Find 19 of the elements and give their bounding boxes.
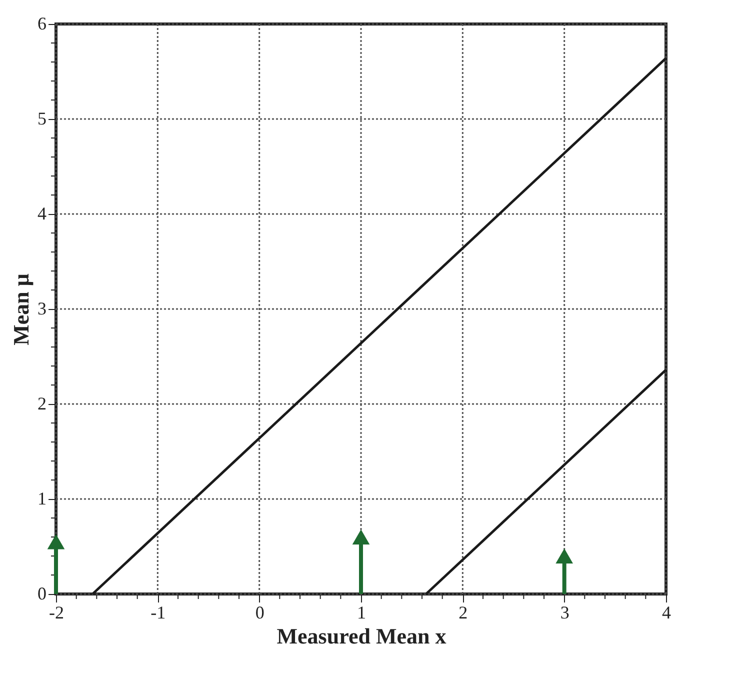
- y-axis-title: Mean μ: [8, 273, 34, 346]
- x-tick-label: -2: [49, 602, 64, 622]
- y-tick-label: 3: [38, 298, 46, 318]
- x-tick-label: 0: [255, 602, 264, 622]
- y-tick-label: 2: [38, 394, 46, 414]
- y-tick-label: 5: [38, 108, 46, 128]
- point: [556, 548, 573, 564]
- y-tick-label: 6: [38, 14, 46, 34]
- y-tick-label: 0: [38, 584, 46, 604]
- point: [47, 534, 65, 550]
- y-tick-label: 4: [38, 204, 46, 224]
- x-tick-label: 1: [357, 602, 366, 622]
- x-tick-label: 4: [662, 602, 671, 622]
- y-tick-label: 1: [38, 488, 46, 508]
- x-axis-title: Measured Mean x: [276, 624, 446, 648]
- point: [352, 530, 370, 544]
- x-tick-label: 3: [560, 602, 570, 622]
- x-tick-label: 2: [458, 602, 468, 622]
- x-tick-label: -1: [150, 602, 166, 622]
